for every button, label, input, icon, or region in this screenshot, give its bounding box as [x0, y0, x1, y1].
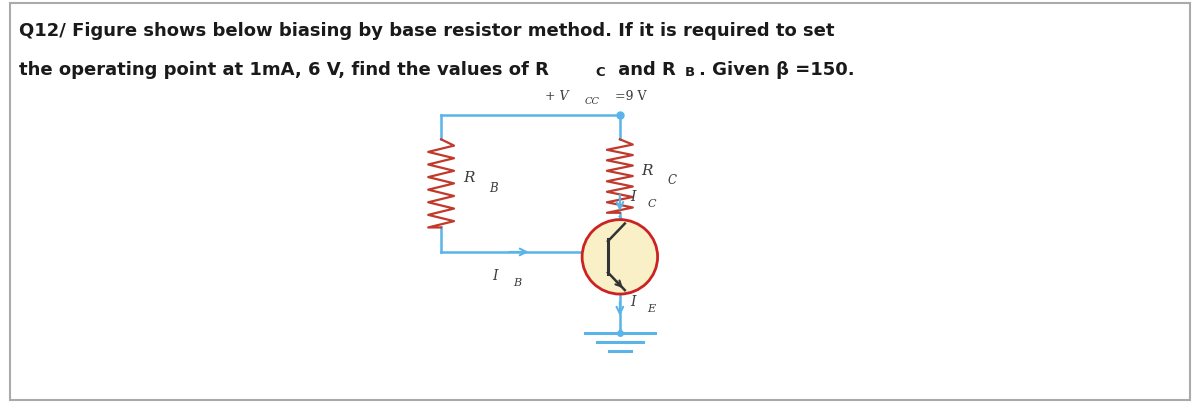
Text: E: E — [648, 304, 655, 314]
Text: C: C — [648, 199, 656, 209]
Text: and R: and R — [612, 61, 676, 79]
Text: I: I — [492, 270, 497, 283]
Circle shape — [582, 220, 658, 294]
Text: =9 V: =9 V — [614, 90, 647, 103]
Text: R: R — [642, 164, 653, 178]
Text: I: I — [630, 295, 635, 309]
Text: B: B — [514, 278, 522, 288]
Text: the operating point at 1mA, 6 V, find the values of R: the operating point at 1mA, 6 V, find th… — [19, 61, 548, 79]
Text: I: I — [630, 190, 635, 204]
Text: B: B — [488, 182, 498, 195]
Text: C: C — [667, 174, 677, 187]
Text: . Given β =150.: . Given β =150. — [700, 61, 854, 79]
Text: CC: CC — [586, 97, 600, 106]
Text: C: C — [595, 66, 605, 79]
Text: R: R — [463, 172, 474, 185]
Text: Q12/ Figure shows below biasing by base resistor method. If it is required to se: Q12/ Figure shows below biasing by base … — [19, 22, 834, 40]
Text: + V: + V — [545, 90, 569, 103]
Text: B: B — [684, 66, 695, 79]
